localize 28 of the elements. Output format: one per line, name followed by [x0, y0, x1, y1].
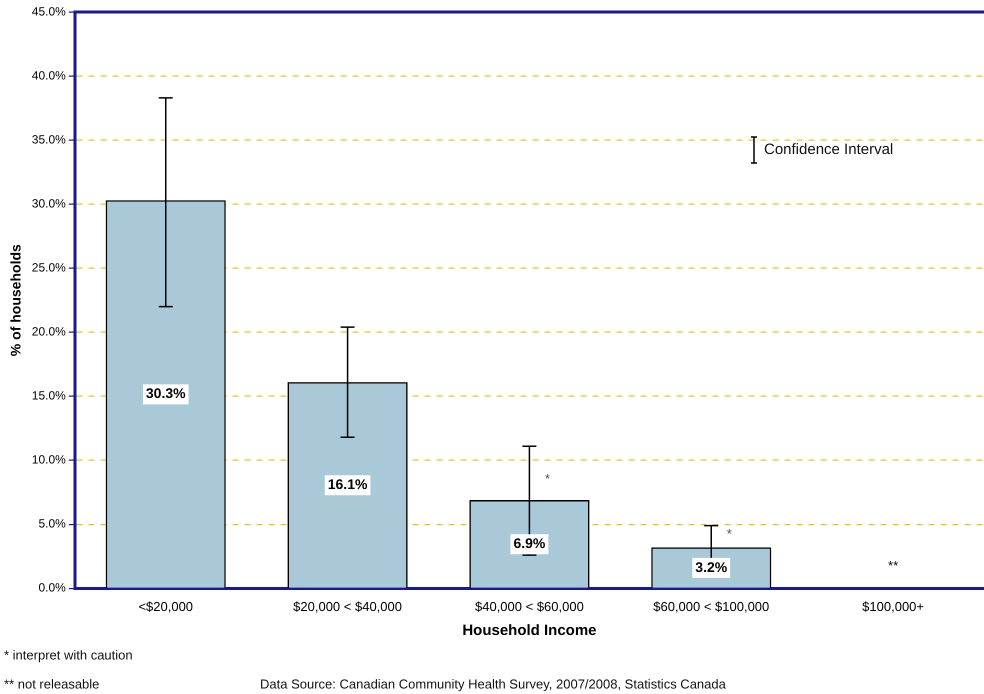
x-tick-label: $40,000 < $60,000	[475, 598, 584, 614]
data-label: 6.9%	[513, 535, 546, 552]
x-tick-label: $20,000 < $40,000	[293, 598, 402, 614]
x-axis-title: Household Income	[462, 622, 597, 640]
y-tick-label: 30.0%	[32, 196, 66, 210]
text: ** not releasable	[4, 676, 100, 692]
data-label: 30.3%	[146, 385, 186, 402]
data-label: 3.2%	[695, 558, 728, 575]
annotation: *	[544, 471, 550, 486]
source-note: Data Source: Canadian Community Health Survey, 2007/2008, Statistics Canada	[260, 676, 727, 692]
y-tick-label: 0.0%	[38, 580, 66, 595]
y-tick-label: 20.0%	[32, 324, 66, 339]
x-tick-label: <$20,000	[138, 598, 194, 614]
y-tick-label: 5.0%	[38, 516, 66, 531]
x-tick-label: $60,000 < $100,000	[653, 598, 770, 614]
annotation: *	[726, 526, 732, 542]
y-tick-label: 25.0%	[32, 260, 66, 274]
y-tick-label: 45.0%	[32, 4, 66, 18]
annotation: Confidence Interval	[764, 141, 894, 158]
y-tick-label: 40.0%	[32, 68, 66, 82]
y-tick-label: 15.0%	[32, 388, 66, 403]
y-tick-label: 35.0%	[32, 132, 66, 146]
y-tick-label: 10.0%	[32, 452, 66, 467]
x-tick-label: $100,000+	[862, 598, 924, 614]
y-axis-title: % of households	[7, 244, 24, 356]
annotation: **	[888, 558, 898, 573]
text: * interpret with caution	[4, 648, 133, 663]
data-label: 16.1%	[328, 476, 368, 492]
